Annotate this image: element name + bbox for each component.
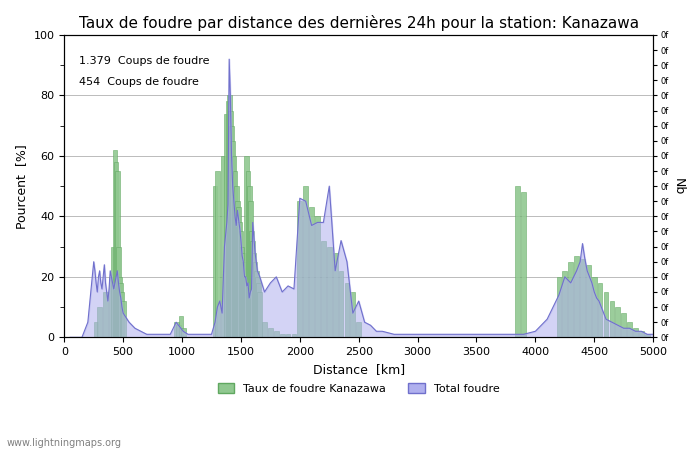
Bar <box>230 141 235 338</box>
Bar <box>622 313 626 338</box>
Bar <box>522 192 526 338</box>
Bar <box>298 201 302 338</box>
Text: www.lightningmaps.org: www.lightningmaps.org <box>7 438 122 448</box>
Bar <box>592 277 596 338</box>
Bar <box>225 113 229 338</box>
Bar <box>633 328 638 338</box>
Bar <box>227 95 232 338</box>
X-axis label: Distance  [km]: Distance [km] <box>313 363 405 376</box>
Bar <box>315 216 320 338</box>
Y-axis label: Pourcent  [%]: Pourcent [%] <box>15 144 28 229</box>
Bar <box>246 171 251 338</box>
Bar <box>94 322 99 338</box>
Bar <box>303 186 308 338</box>
Bar <box>253 262 258 338</box>
Bar <box>247 186 251 338</box>
Bar <box>118 277 122 338</box>
Bar <box>321 241 326 338</box>
Bar <box>176 325 181 338</box>
Bar <box>603 292 608 338</box>
Bar <box>213 186 218 338</box>
Bar <box>120 292 125 338</box>
Bar <box>586 265 591 338</box>
Bar <box>262 322 267 338</box>
Bar <box>236 207 241 338</box>
Bar <box>627 322 632 338</box>
Y-axis label: Nb: Nb <box>672 177 685 195</box>
Bar <box>251 241 255 338</box>
Bar <box>234 186 239 338</box>
Bar <box>255 277 260 338</box>
Bar <box>240 247 244 338</box>
Bar <box>568 262 573 338</box>
Bar <box>280 334 284 338</box>
Bar <box>615 307 620 338</box>
Bar <box>332 252 337 338</box>
Bar <box>244 277 248 338</box>
Bar <box>225 101 230 338</box>
Bar <box>229 126 234 338</box>
Bar <box>515 186 520 338</box>
Bar <box>235 201 240 338</box>
Bar <box>115 171 120 338</box>
Bar <box>286 334 290 338</box>
Bar <box>241 252 246 338</box>
Bar <box>244 156 249 338</box>
Bar <box>178 316 183 338</box>
Bar <box>580 259 584 338</box>
Bar <box>239 231 244 338</box>
Bar <box>254 271 258 338</box>
Bar <box>327 247 332 338</box>
Bar <box>113 150 118 338</box>
Bar <box>645 334 650 338</box>
Bar <box>351 292 355 338</box>
Text: 454  Coups de foudre: 454 Coups de foudre <box>79 77 199 87</box>
Bar <box>339 271 344 338</box>
Bar <box>103 292 108 338</box>
Bar <box>232 156 236 338</box>
Bar <box>228 111 232 338</box>
Bar <box>274 331 279 338</box>
Bar <box>639 331 644 338</box>
Bar <box>248 201 253 338</box>
Bar <box>111 247 116 338</box>
Bar <box>116 247 121 338</box>
Bar <box>356 322 361 338</box>
Bar <box>221 156 225 338</box>
Bar <box>610 301 615 338</box>
Bar <box>118 283 123 338</box>
Bar <box>215 171 220 338</box>
Bar <box>563 271 567 338</box>
Bar <box>113 162 118 338</box>
Bar <box>292 334 296 338</box>
Bar <box>174 322 178 338</box>
Bar <box>256 283 261 338</box>
Bar <box>556 277 561 338</box>
Bar <box>258 292 262 338</box>
Bar <box>598 283 603 338</box>
Bar <box>242 262 247 338</box>
Bar <box>249 231 254 338</box>
Bar <box>574 256 579 338</box>
Bar <box>268 328 273 338</box>
Legend: Taux de foudre Kanazawa, Total foudre: Taux de foudre Kanazawa, Total foudre <box>214 378 504 398</box>
Bar <box>237 222 242 338</box>
Bar <box>232 171 237 338</box>
Title: Taux de foudre par distance des dernières 24h pour la station: Kanazawa: Taux de foudre par distance des dernière… <box>78 15 639 31</box>
Bar <box>97 307 102 338</box>
Bar <box>181 328 186 338</box>
Bar <box>251 252 256 338</box>
Bar <box>344 283 349 338</box>
Bar <box>309 207 314 338</box>
Bar <box>109 277 113 338</box>
Text: 1.379  Coups de foudre: 1.379 Coups de foudre <box>79 56 209 66</box>
Bar <box>121 301 125 338</box>
